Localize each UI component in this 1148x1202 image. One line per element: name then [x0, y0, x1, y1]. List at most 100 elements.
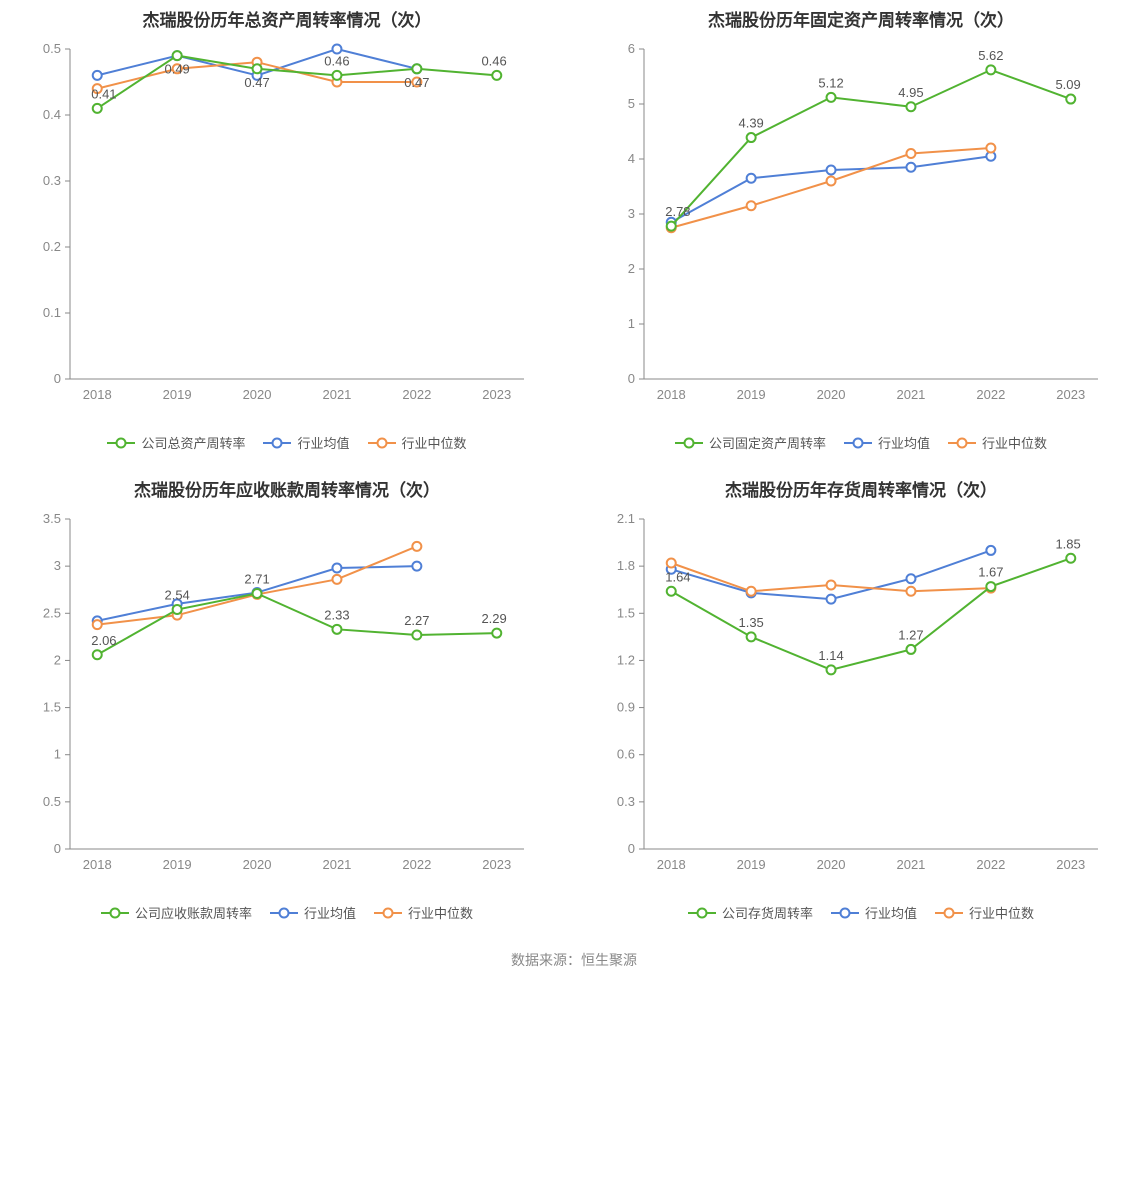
series-marker-company	[412, 630, 421, 639]
x-tick-label: 2021	[322, 857, 351, 872]
legend-label: 公司固定资产周转率	[709, 433, 826, 452]
series-line-industry_avg	[671, 550, 991, 599]
series-value-label: 4.95	[898, 85, 923, 100]
y-tick-label: 0	[54, 841, 61, 856]
data-source-footer: 数据来源：恒生聚源	[0, 940, 1148, 990]
y-tick-label: 4	[628, 151, 635, 166]
series-marker-industry_median	[747, 587, 756, 596]
series-marker-industry_median	[827, 581, 836, 590]
x-tick-label: 2018	[657, 857, 686, 872]
series-marker-industry_avg	[747, 174, 756, 183]
chart-panel-receivables_turnover: 杰瑞股份历年应收账款周转率情况（次）00.511.522.533.5201820…	[0, 470, 574, 940]
chart-title: 杰瑞股份历年固定资产周转率情况（次）	[586, 6, 1136, 31]
legend-item-industry_median[interactable]: 行业中位数	[368, 433, 467, 452]
y-tick-label: 2.5	[43, 605, 61, 620]
legend-item-industry_median[interactable]: 行业中位数	[374, 903, 473, 922]
y-tick-label: 2	[54, 652, 61, 667]
series-marker-industry_median	[93, 620, 102, 629]
chart-legend: 公司应收账款周转率 行业均值 行业中位数	[12, 903, 562, 922]
x-tick-label: 2019	[163, 857, 192, 872]
chart-legend: 公司固定资产周转率 行业均值 行业中位数	[586, 433, 1136, 452]
x-tick-label: 2020	[817, 857, 846, 872]
legend-item-industry_median[interactable]: 行业中位数	[948, 433, 1047, 452]
x-tick-label: 2020	[243, 857, 272, 872]
series-marker-industry_median	[906, 587, 915, 596]
y-tick-label: 0.3	[43, 173, 61, 188]
series-marker-company	[332, 625, 341, 634]
series-marker-company	[173, 605, 182, 614]
series-marker-company	[986, 582, 995, 591]
legend-label: 行业中位数	[408, 903, 473, 922]
charts-grid: 杰瑞股份历年总资产周转率情况（次）00.10.20.30.40.52018201…	[0, 0, 1148, 940]
y-tick-label: 0.6	[617, 747, 635, 762]
series-marker-company	[906, 645, 915, 654]
legend-label: 行业均值	[865, 903, 917, 922]
x-tick-label: 2019	[737, 857, 766, 872]
series-marker-company	[667, 587, 676, 596]
legend-label: 行业中位数	[402, 433, 467, 452]
legend-item-company[interactable]: 公司固定资产周转率	[675, 433, 826, 452]
series-value-label: 1.27	[898, 627, 923, 642]
legend-label: 公司存货周转率	[722, 903, 813, 922]
series-marker-industry_median	[412, 542, 421, 551]
y-tick-label: 0.5	[43, 41, 61, 56]
y-tick-label: 2	[628, 261, 635, 276]
series-value-label: 2.54	[164, 588, 189, 603]
legend-item-company[interactable]: 公司存货周转率	[688, 903, 813, 922]
y-tick-label: 0.2	[43, 239, 61, 254]
series-marker-industry_avg	[93, 71, 102, 80]
series-value-label: 0.47	[404, 75, 429, 90]
series-marker-industry_median	[747, 201, 756, 210]
series-value-label: 0.46	[324, 53, 349, 68]
x-tick-label: 2022	[976, 387, 1005, 402]
x-tick-label: 2018	[657, 387, 686, 402]
series-value-label: 1.14	[818, 648, 843, 663]
chart-title: 杰瑞股份历年存货周转率情况（次）	[586, 476, 1136, 501]
series-line-company	[97, 593, 497, 654]
legend-item-industry_avg[interactable]: 行业均值	[270, 903, 356, 922]
x-tick-label: 2021	[896, 857, 925, 872]
plot-area: 00.511.522.533.5201820192020202120222023…	[12, 509, 562, 889]
plot-area: 00.10.20.30.40.5201820192020202120222023…	[12, 39, 562, 419]
series-value-label: 2.29	[481, 611, 506, 626]
series-marker-industry_avg	[906, 163, 915, 172]
x-tick-label: 2018	[83, 387, 112, 402]
series-line-company	[671, 70, 1071, 226]
legend-label: 公司应收账款周转率	[135, 903, 252, 922]
series-marker-industry_median	[667, 559, 676, 568]
series-value-label: 2.78	[665, 204, 690, 219]
legend-item-industry_avg[interactable]: 行业均值	[844, 433, 930, 452]
x-tick-label: 2020	[243, 387, 272, 402]
series-marker-company	[173, 51, 182, 60]
series-value-label: 4.39	[738, 116, 763, 131]
legend-item-company[interactable]: 公司应收账款周转率	[101, 903, 252, 922]
y-tick-label: 5	[628, 96, 635, 111]
x-tick-label: 2020	[817, 387, 846, 402]
series-marker-industry_avg	[332, 45, 341, 54]
legend-item-industry_avg[interactable]: 行业均值	[831, 903, 917, 922]
x-tick-label: 2023	[482, 387, 511, 402]
legend-item-company[interactable]: 公司总资产周转率	[107, 433, 245, 452]
series-marker-company	[253, 64, 262, 73]
series-marker-company	[747, 632, 756, 641]
series-marker-industry_avg	[986, 546, 995, 555]
x-tick-label: 2023	[1056, 857, 1085, 872]
x-tick-label: 2019	[737, 387, 766, 402]
series-marker-industry_median	[986, 144, 995, 153]
series-marker-company	[412, 64, 421, 73]
y-tick-label: 2.1	[617, 511, 635, 526]
x-tick-label: 2019	[163, 387, 192, 402]
series-marker-company	[253, 589, 262, 598]
series-marker-company	[492, 629, 501, 638]
y-tick-label: 6	[628, 41, 635, 56]
y-tick-label: 3	[628, 206, 635, 221]
series-marker-company	[1066, 554, 1075, 563]
y-tick-label: 1.8	[617, 558, 635, 573]
series-marker-company	[906, 102, 915, 111]
legend-item-industry_median[interactable]: 行业中位数	[935, 903, 1034, 922]
y-tick-label: 0.9	[617, 700, 635, 715]
x-tick-label: 2022	[402, 857, 431, 872]
legend-item-industry_avg[interactable]: 行业均值	[263, 433, 349, 452]
series-line-company	[97, 56, 497, 109]
series-marker-company	[667, 222, 676, 231]
